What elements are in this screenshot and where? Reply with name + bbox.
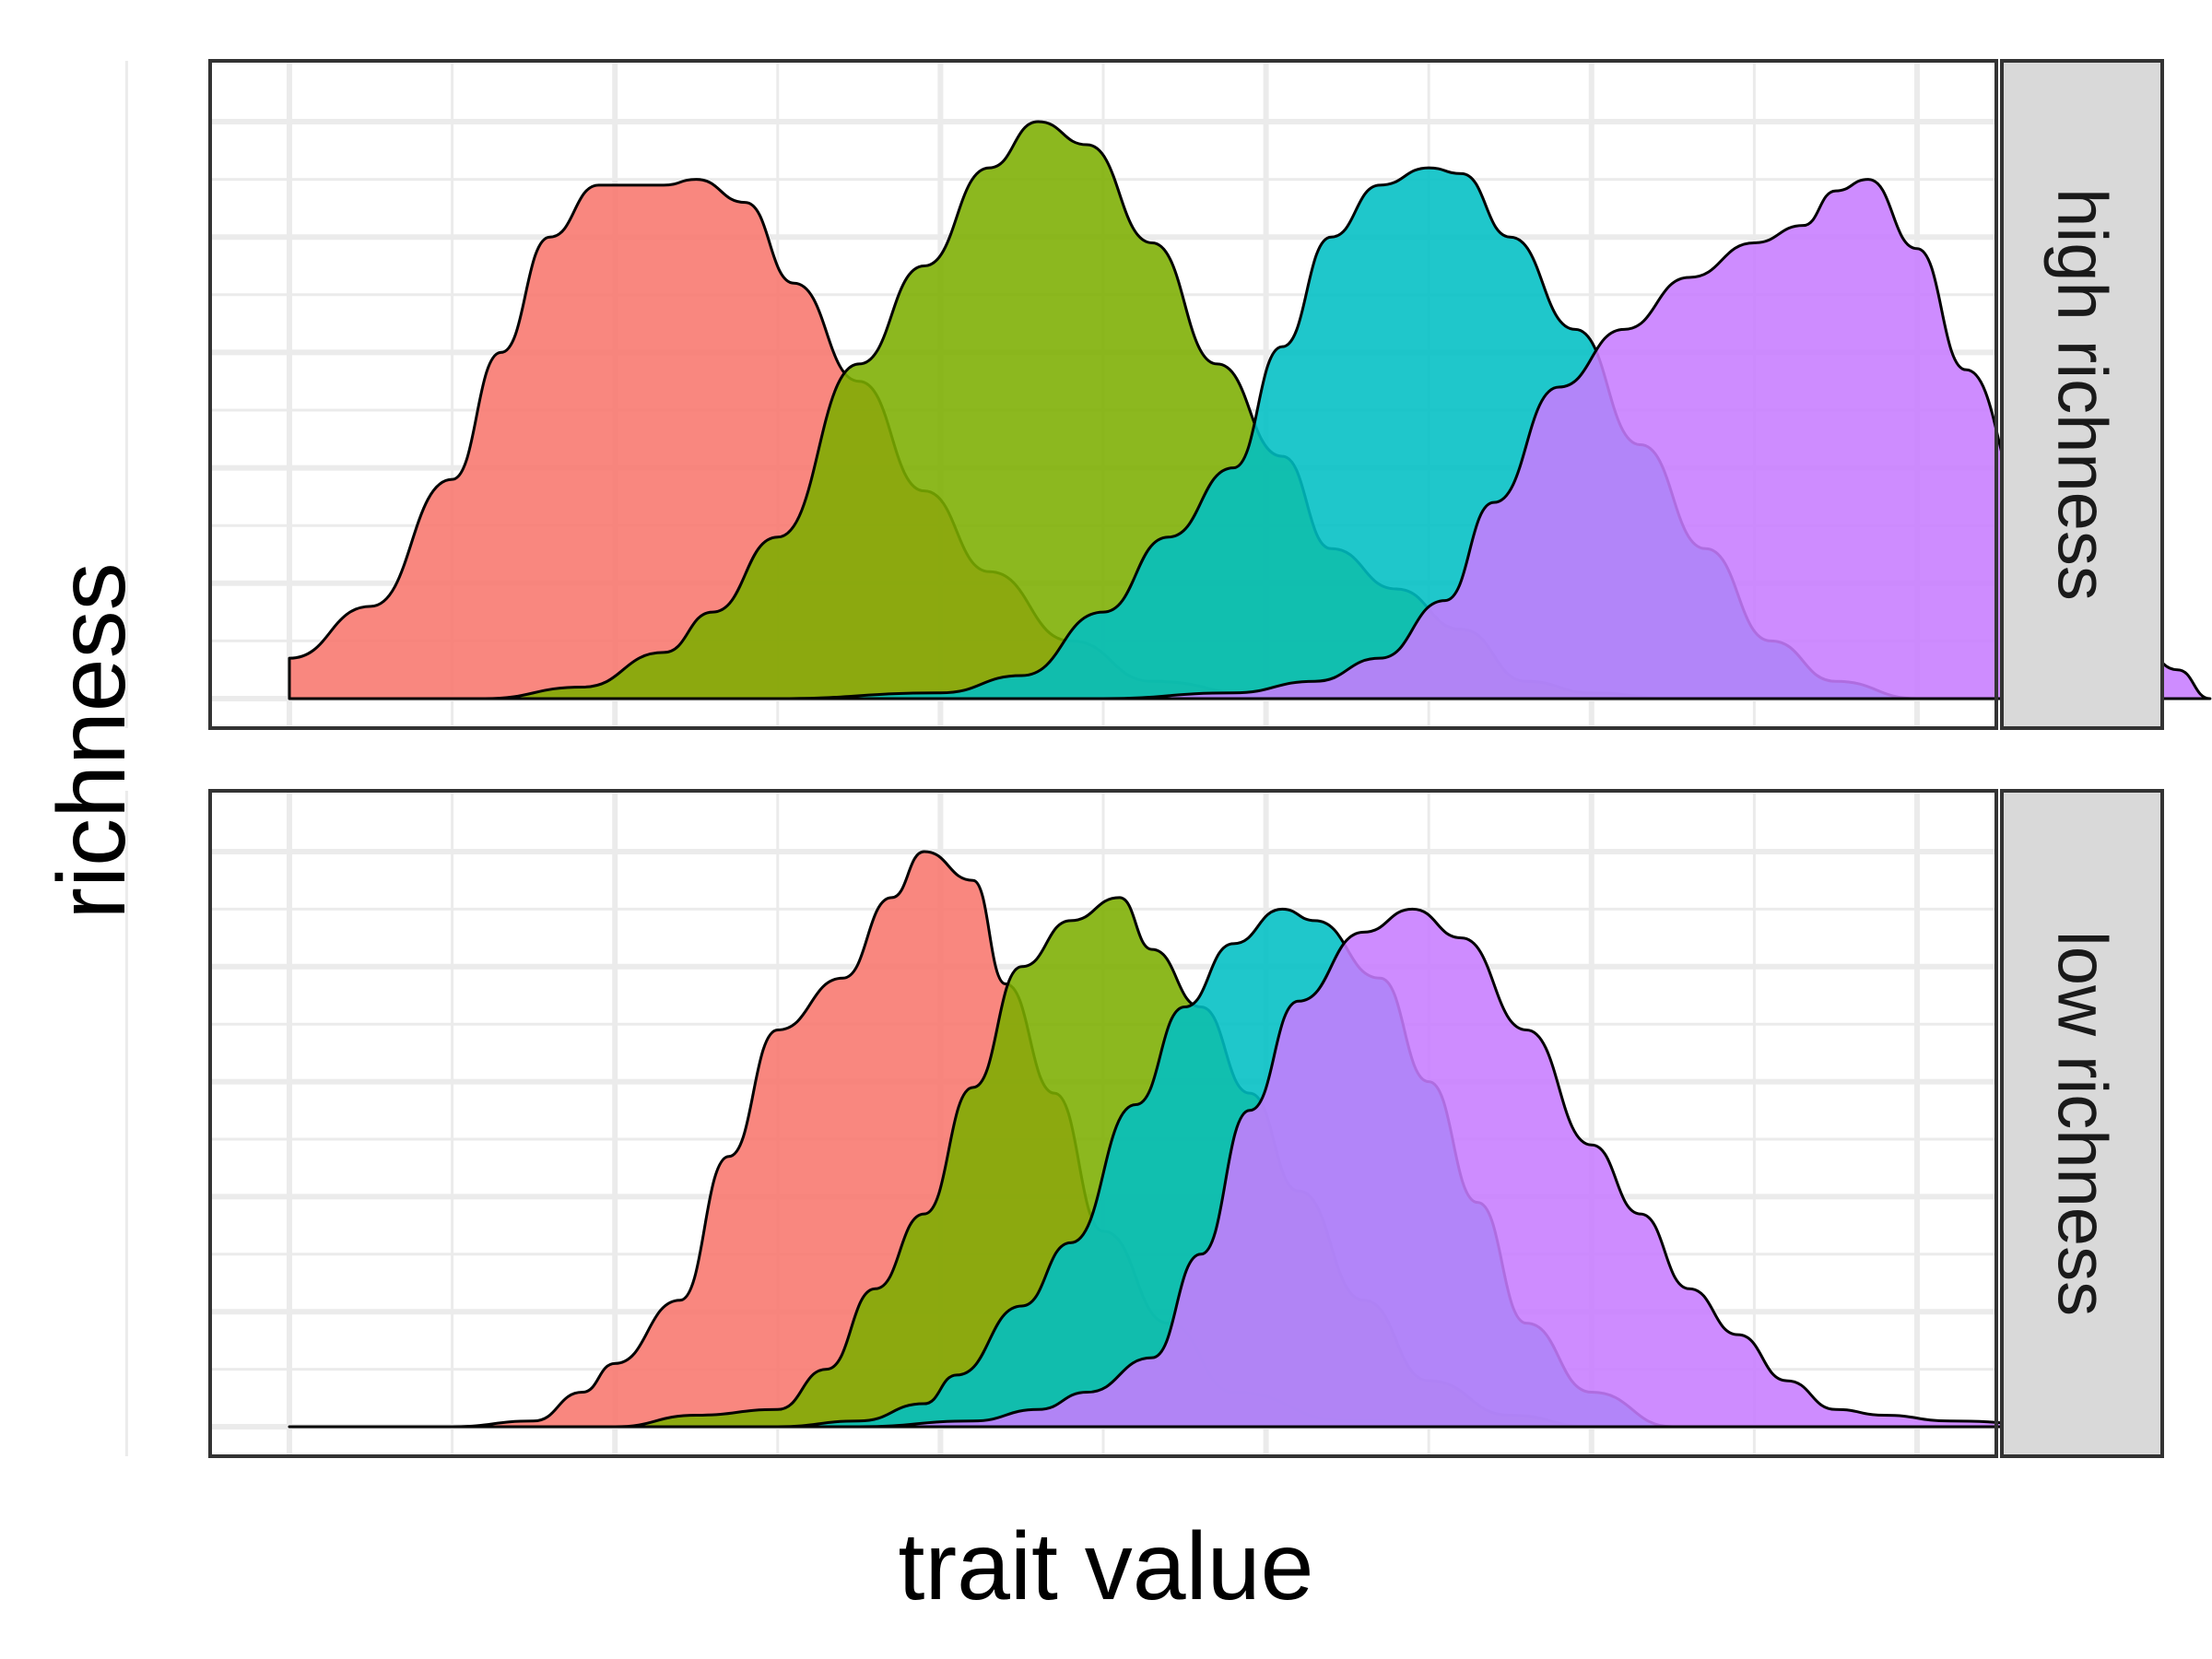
facet-panel-0: high richness (124, 59, 2212, 730)
x-axis-title: trait value (898, 1513, 1314, 1620)
facet-strip (2000, 789, 2164, 1458)
panel-border (208, 789, 1998, 1458)
facet-strip-label: high richness (2043, 188, 2122, 601)
facet-strip-label: low richness (2043, 931, 2122, 1316)
facet-panel-1: low richness (124, 789, 2164, 1458)
facet-strip (2000, 59, 2164, 730)
density-group-4 (857, 907, 2082, 1429)
y-axis-title: richness (39, 562, 146, 920)
panel-border (208, 59, 1998, 730)
